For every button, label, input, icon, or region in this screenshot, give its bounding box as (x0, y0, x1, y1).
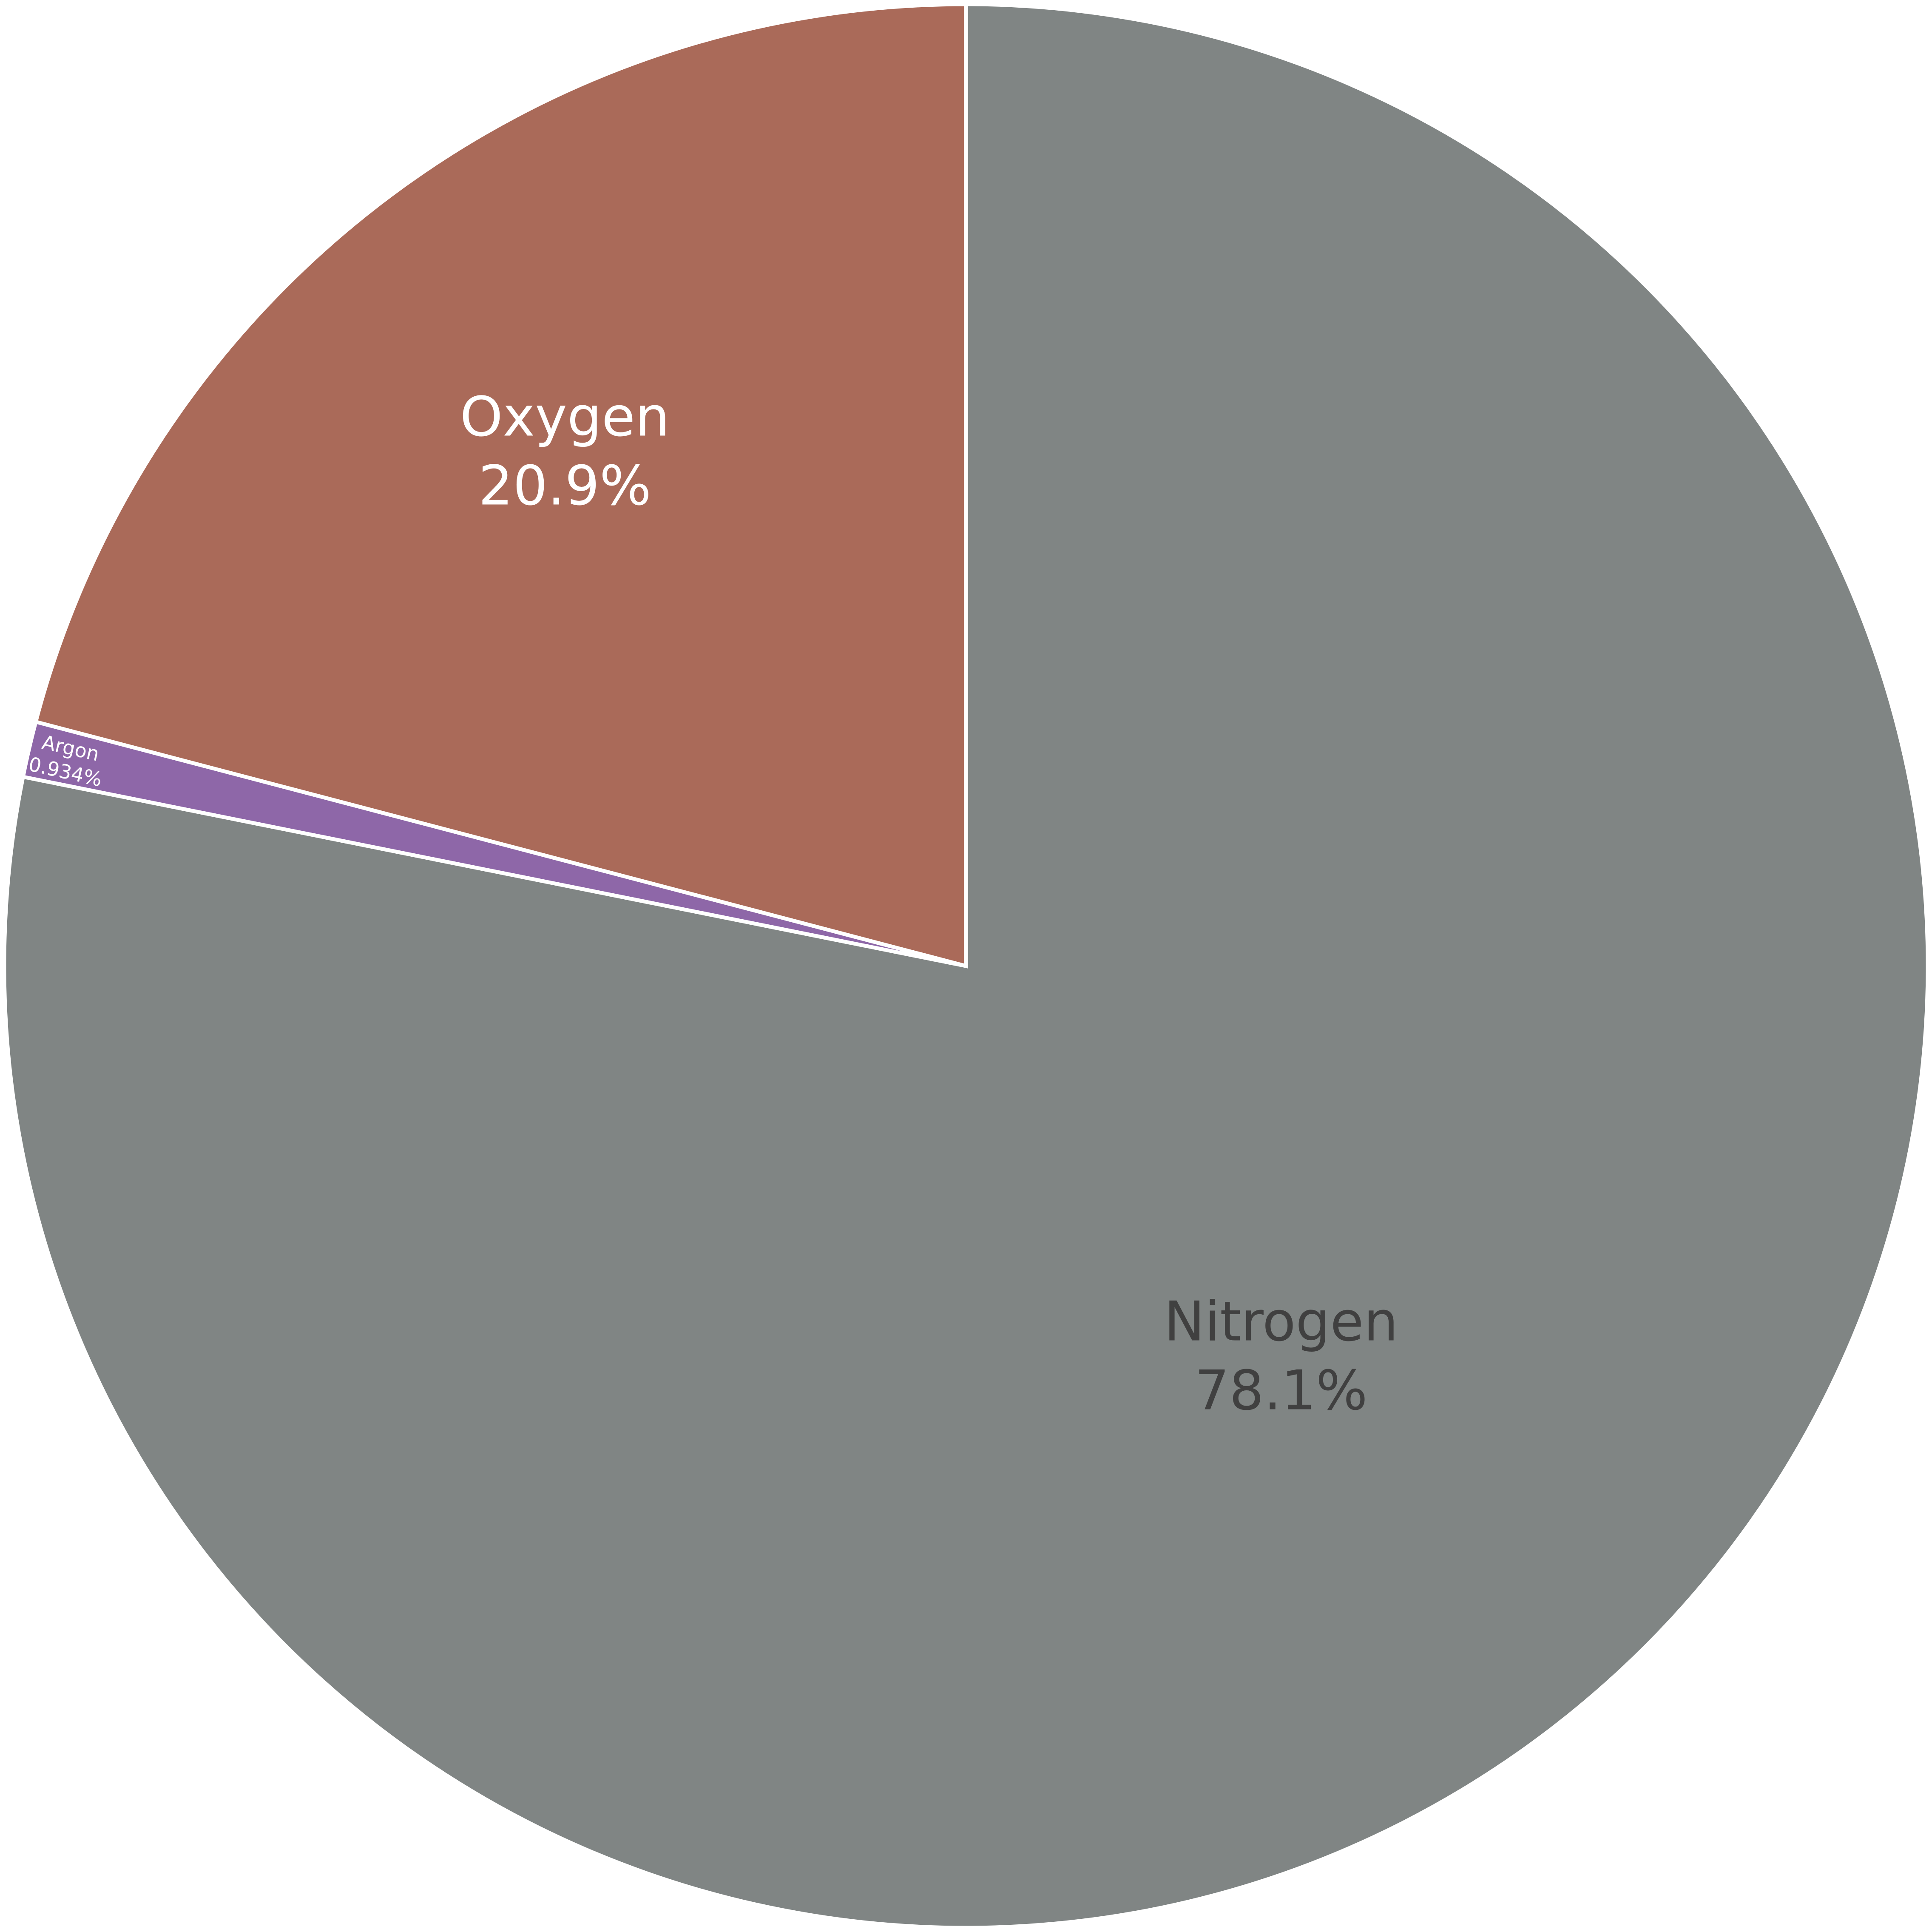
slice-name-oxygen: Oxygen (460, 385, 670, 449)
pie-slice-oxygen (33, 2, 968, 969)
slice-name-nitrogen: Nitrogen (1164, 1290, 1398, 1353)
slice-value-oxygen: 20.9% (478, 454, 651, 517)
slice-value-nitrogen: 78.1% (1195, 1359, 1368, 1422)
